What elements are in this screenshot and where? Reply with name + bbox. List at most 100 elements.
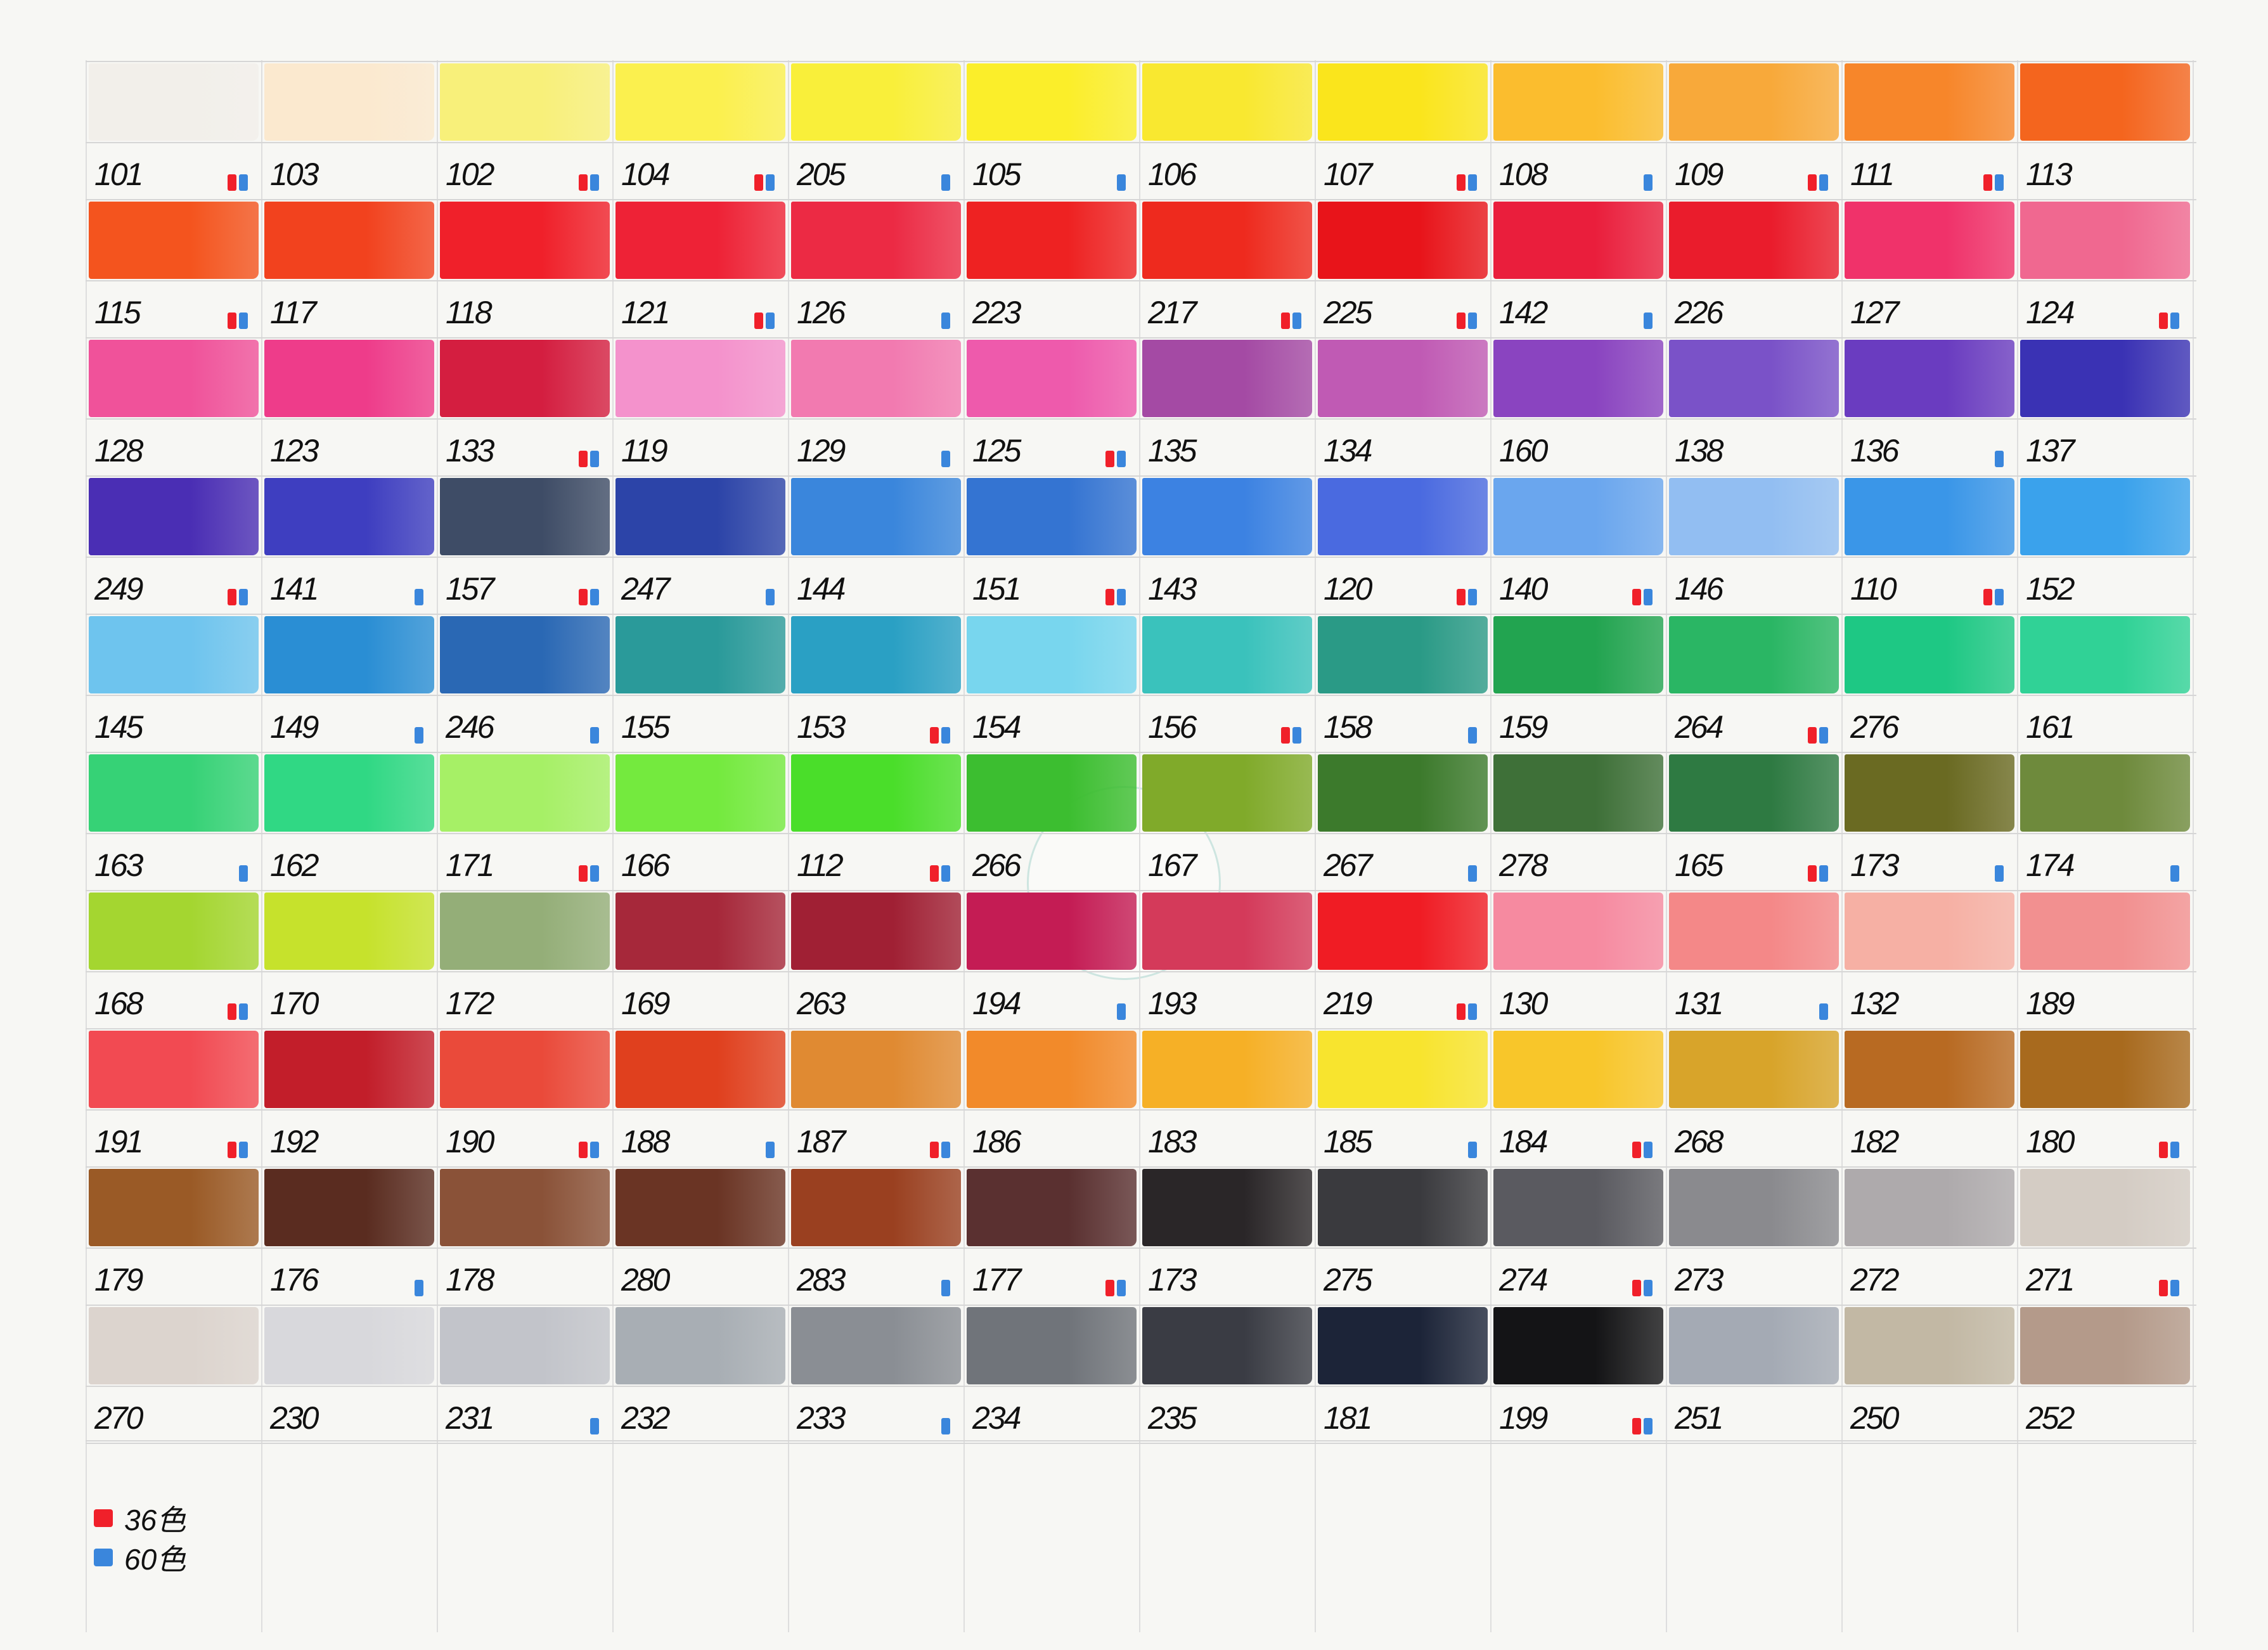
color-swatch (1142, 1169, 1312, 1246)
set-60-marker (1468, 1003, 1477, 1020)
set-36-marker (228, 589, 236, 605)
color-swatch (615, 340, 785, 417)
set-60-marker (1819, 1003, 1828, 1020)
color-swatch (615, 202, 785, 279)
swatch-code-label: 276 (1850, 709, 1899, 745)
color-swatch (1142, 202, 1312, 279)
color-swatch (1493, 1169, 1663, 1246)
color-swatch (1669, 1031, 1839, 1108)
swatch-code-label: 267 (1324, 848, 1372, 883)
set-60-marker (1117, 1280, 1126, 1296)
set-60-marker (1468, 174, 1477, 191)
color-swatch (615, 754, 785, 832)
swatch-code-label: 128 (94, 433, 143, 468)
swatch-code-label: 166 (621, 848, 670, 883)
swatch-code-label: 168 (94, 986, 143, 1021)
swatch-code-label: 144 (797, 571, 846, 607)
grid-line (1315, 60, 1316, 1632)
swatch-code-label: 193 (1148, 986, 1197, 1021)
swatch-code-label: 270 (94, 1400, 143, 1436)
set-36-marker (1983, 174, 1992, 191)
set-60-marker (415, 727, 423, 744)
swatch-code-label: 111 (1850, 157, 1895, 192)
swatch-code-label: 140 (1499, 571, 1548, 607)
set-36-marker (754, 174, 763, 191)
color-swatch (1493, 340, 1663, 417)
swatch-code-label: 219 (1324, 986, 1372, 1021)
color-swatch (264, 616, 434, 693)
set-36-marker (1632, 589, 1641, 605)
swatch-code-label: 135 (1148, 433, 1197, 468)
set-36-marker (1457, 313, 1466, 329)
set-60-marker (239, 174, 248, 191)
swatch-code-label: 157 (446, 571, 494, 607)
color-swatch (791, 893, 961, 970)
swatch-code-label: 233 (797, 1400, 846, 1436)
swatch-code-label: 268 (1675, 1124, 1724, 1159)
set-60-marker (239, 313, 248, 329)
set-60-marker (1292, 313, 1301, 329)
color-swatch (440, 340, 610, 417)
color-swatch (264, 1307, 434, 1384)
set-36-marker (579, 174, 588, 191)
swatch-code-label: 182 (1850, 1124, 1899, 1159)
color-swatch (2020, 340, 2190, 417)
color-swatch (1318, 1169, 1488, 1246)
set-36-marker (1632, 1418, 1641, 1434)
color-swatch (1318, 1307, 1488, 1384)
swatch-code-label: 163 (94, 848, 143, 883)
swatch-code-label: 124 (2026, 295, 2075, 330)
set-36-marker (228, 1003, 236, 1020)
grid-line (86, 1440, 2196, 1441)
color-swatch (1318, 893, 1488, 970)
color-swatch (1318, 202, 1488, 279)
set-60-marker (2170, 865, 2179, 882)
color-swatch (1493, 1031, 1663, 1108)
set-36-marker (930, 1142, 939, 1158)
color-swatch (440, 893, 610, 970)
set-60-marker (1117, 174, 1126, 191)
set-60-marker (1995, 865, 2004, 882)
color-swatch (1669, 478, 1839, 555)
swatch-code-label: 146 (1675, 571, 1724, 607)
color-swatch (440, 63, 610, 141)
set-60-marker (415, 1280, 423, 1296)
swatch-code-label: 152 (2026, 571, 2075, 607)
set-60-marker (1117, 589, 1126, 605)
swatch-code-label: 169 (621, 986, 670, 1021)
color-swatch (89, 63, 259, 141)
set-36-marker (930, 865, 939, 882)
set-60-marker (590, 1142, 599, 1158)
grid-line (788, 60, 789, 1632)
swatch-code-label: 176 (270, 1262, 319, 1298)
set-36-marker (754, 313, 763, 329)
swatch-code-label: 185 (1324, 1124, 1372, 1159)
set-60-marker (590, 865, 599, 882)
swatch-code-label: 247 (621, 571, 670, 607)
set-60-marker (1995, 589, 2004, 605)
swatch-code-label: 153 (797, 709, 846, 745)
swatch-code-label: 278 (1499, 848, 1548, 883)
swatch-code-label: 112 (797, 848, 844, 883)
color-swatch (1493, 63, 1663, 141)
set-36-marker (1632, 1280, 1641, 1296)
color-swatch (1845, 893, 2014, 970)
color-swatch (264, 202, 434, 279)
swatch-code-label: 191 (94, 1124, 143, 1159)
swatch-code-label: 173 (1148, 1262, 1197, 1298)
swatch-code-label: 126 (797, 295, 846, 330)
set-60-marker (1644, 313, 1653, 329)
set-60-marker (2170, 313, 2179, 329)
color-swatch (1669, 616, 1839, 693)
swatch-code-label: 189 (2026, 986, 2075, 1021)
set-60-marker (590, 727, 599, 744)
swatch-code-label: 264 (1675, 709, 1724, 745)
grid-line (612, 60, 614, 1632)
swatch-code-label: 105 (972, 157, 1021, 192)
swatch-code-label: 183 (1148, 1124, 1197, 1159)
set-36-marker (1457, 1003, 1466, 1020)
color-swatch (1669, 754, 1839, 832)
color-swatch (615, 616, 785, 693)
swatch-code-label: 133 (446, 433, 494, 468)
swatch-code-label: 280 (621, 1262, 670, 1298)
